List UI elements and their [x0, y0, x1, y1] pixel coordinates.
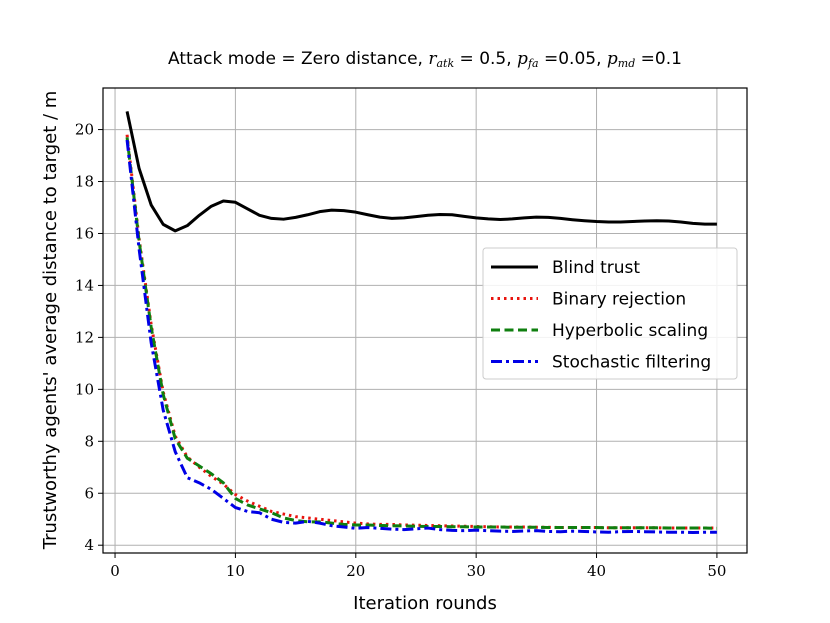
legend-label: Stochastic filtering: [552, 353, 711, 373]
x-tick-label: 20: [346, 562, 365, 580]
legend: Blind trust Binary rejection Hyperbolic sc…: [482, 247, 738, 380]
y-tick-label: 20: [75, 121, 94, 139]
x-axis-label: Iteration rounds: [353, 593, 497, 614]
y-axis-label: Trustworthy agents' average distance to …: [40, 91, 61, 551]
legend-box: [482, 247, 738, 380]
x-tick-label: 30: [467, 562, 486, 580]
title-pmd-val: =0.1: [635, 49, 682, 69]
x-tick-label: 40: [587, 562, 606, 580]
title-pmd-sub: md: [618, 57, 635, 70]
tick-layer: 0 10 20 30 40 50 4 6 8 10 12 14 16 18 20: [75, 121, 727, 580]
y-tick-label: 6: [84, 484, 94, 502]
y-tick-label: 10: [75, 380, 94, 398]
title-pmd-var: p: [607, 49, 618, 69]
x-tick-label: 10: [226, 562, 245, 580]
legend-label: Hyperbolic scaling: [552, 321, 708, 341]
series-line-hyperbolic-scaling: [125, 137, 717, 530]
series-layer: [125, 111, 717, 534]
x-tick-label: 0: [110, 562, 120, 580]
title-r-val: = 0.5,: [454, 49, 517, 69]
y-tick-label: 4: [84, 536, 94, 554]
legend-label: Binary rejection: [552, 290, 686, 310]
chart-title: Attack mode = Zero distance, ratk = 0.5,…: [168, 49, 682, 70]
y-tick-label: 16: [75, 224, 94, 242]
title-r-var: r: [428, 49, 437, 69]
series-line-binary-rejection: [125, 134, 717, 530]
title-prefix: Attack mode = Zero distance,: [168, 49, 428, 69]
title-pfa-val: =0.05,: [539, 49, 607, 69]
legend-label: Blind trust: [552, 258, 640, 278]
y-tick-label: 8: [84, 432, 94, 450]
y-tick-label: 14: [75, 276, 94, 294]
plot-frame: [102, 87, 748, 554]
y-tick-label: 18: [75, 173, 94, 191]
title-pfa-var: p: [517, 49, 528, 69]
x-tick-label: 50: [707, 562, 726, 580]
title-pfa-sub: fa: [527, 57, 539, 70]
legend-entries: Blind trust Binary rejection Hyperbolic sc…: [491, 258, 711, 373]
title-r-sub: atk: [436, 57, 454, 70]
y-tick-label: 12: [75, 328, 94, 346]
series-line-blind-trust: [125, 111, 717, 233]
